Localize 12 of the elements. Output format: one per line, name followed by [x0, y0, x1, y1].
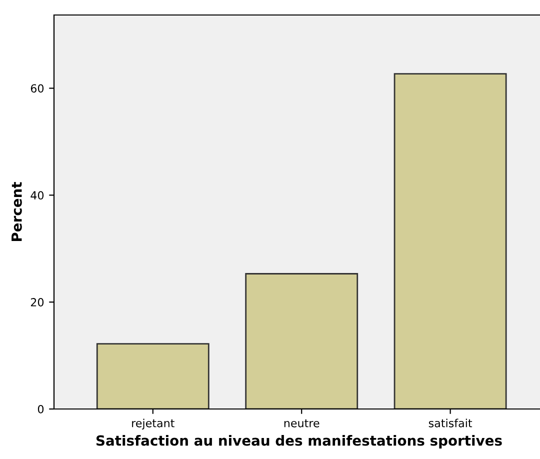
x-axis-title: Satisfaction au niveau des manifestations sportives: [96, 435, 502, 448]
x-tick-label: satisfait: [428, 418, 472, 428]
bar: [96, 343, 210, 409]
y-tick-label: 0: [38, 404, 44, 414]
y-tick-label: 40: [30, 191, 44, 200]
bar: [245, 273, 358, 409]
y-tick-label: 60: [30, 84, 44, 93]
y-tick-label: 20: [30, 298, 44, 306]
x-tick-label: neutre: [284, 419, 320, 428]
x-tick-label: rejetant: [132, 418, 174, 430]
bar: [394, 73, 507, 409]
y-axis-title: Percent: [12, 182, 22, 242]
